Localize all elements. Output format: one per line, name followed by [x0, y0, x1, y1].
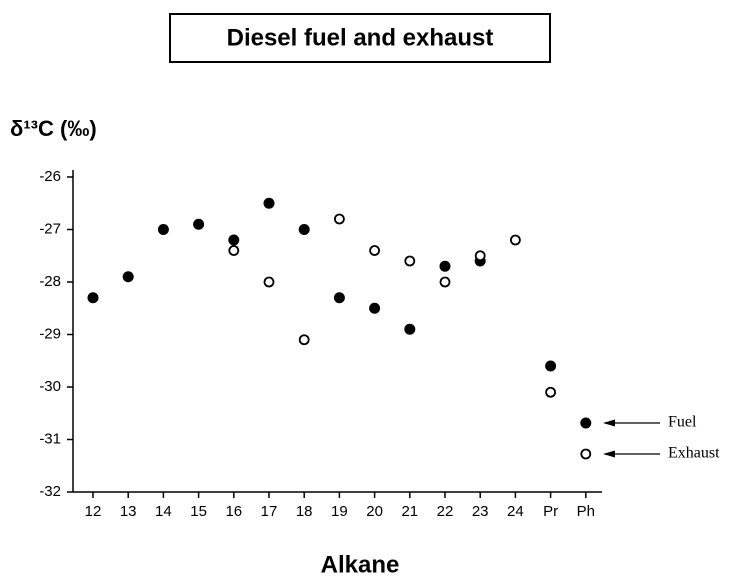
legend-label: Fuel [668, 414, 697, 431]
point [298, 224, 310, 235]
x-tick-label: 22 [437, 503, 454, 520]
y-tick-label: -32 [39, 483, 61, 500]
legend-arrowhead [603, 450, 615, 458]
x-tick-label: 16 [225, 503, 242, 520]
point [369, 302, 381, 314]
legend-marker [580, 417, 592, 429]
y-tick-label: -26 [39, 168, 61, 185]
x-tick-label: 14 [155, 503, 172, 520]
x-tick-label: 13 [120, 503, 137, 520]
point [263, 276, 275, 288]
x-axis-label: Alkane [321, 551, 400, 578]
legend-marker [580, 448, 592, 460]
y-tick-label: -27 [39, 220, 61, 237]
point [510, 234, 521, 246]
point [157, 224, 169, 235]
point [228, 245, 240, 256]
point [263, 197, 275, 209]
x-tick-label: 21 [401, 503, 418, 520]
legend-arrowhead [603, 419, 615, 427]
x-tick-label: 18 [296, 503, 313, 520]
point [404, 323, 416, 335]
x-tick-label: 20 [366, 503, 383, 520]
point [404, 255, 416, 267]
point [439, 276, 451, 288]
x-tick-label: 15 [190, 503, 207, 520]
legend-label: Exhaust [668, 445, 720, 462]
point [474, 250, 486, 262]
point [193, 218, 205, 230]
point [333, 292, 345, 304]
y-tick-label: -29 [39, 325, 61, 342]
point [298, 334, 310, 346]
y-tick-label: -31 [39, 430, 61, 447]
chart-title: Diesel fuel and exhaust [227, 24, 494, 51]
point [228, 234, 240, 246]
point [122, 271, 134, 283]
x-tick-label: Pr [543, 503, 558, 520]
point [369, 245, 381, 256]
x-tick-label: 24 [507, 503, 524, 520]
x-tick-label: 12 [85, 503, 102, 520]
x-tick-label: 23 [472, 503, 489, 520]
x-tick-label: 19 [331, 503, 348, 520]
point [439, 260, 451, 272]
title-box [169, 13, 551, 63]
point [333, 213, 345, 225]
y-tick-label: -30 [39, 378, 61, 395]
x-tick-label: 17 [261, 503, 278, 520]
point [87, 292, 99, 304]
y-axis-label: δ¹³C (‰) [10, 116, 97, 141]
point [545, 386, 556, 398]
point [545, 360, 557, 372]
x-tick-label: Ph [577, 503, 595, 520]
y-tick-label: -28 [39, 273, 61, 290]
